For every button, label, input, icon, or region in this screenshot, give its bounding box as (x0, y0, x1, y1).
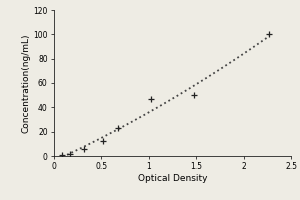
Point (267, 33, 272, 36)
Point (192, 94, 197, 97)
Point (116, 126, 121, 130)
Point (148, 97, 153, 100)
Point (68, 152, 73, 155)
Point (59, 154, 64, 157)
Point (101, 140, 106, 143)
Y-axis label: Concentration(ng/mL): Concentration(ng/mL) (22, 33, 31, 133)
X-axis label: Optical Density: Optical Density (138, 174, 207, 183)
Point (82, 148, 87, 151)
